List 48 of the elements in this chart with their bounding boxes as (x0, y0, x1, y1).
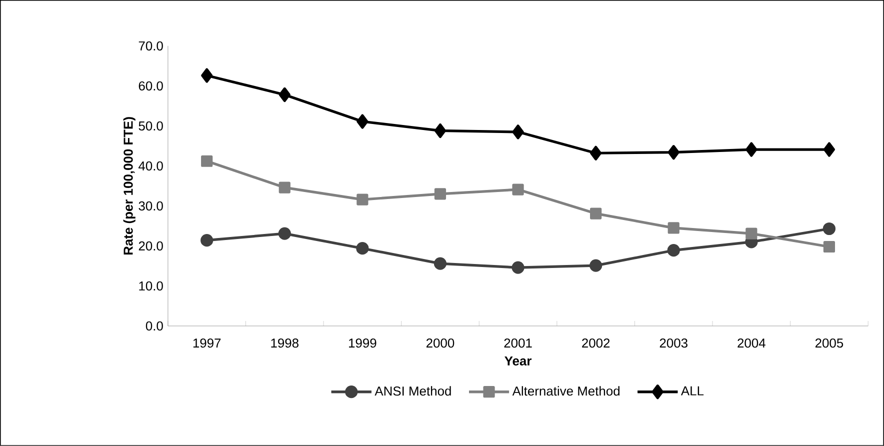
point (434, 123, 446, 138)
point (278, 227, 291, 240)
point (590, 208, 602, 220)
point (434, 257, 447, 270)
point (668, 145, 680, 160)
x-tick-label: 1999 (349, 338, 376, 348)
point (434, 188, 446, 200)
y-tick-label: 50.0 (138, 121, 163, 131)
y-tick-label: 0.0 (146, 321, 163, 331)
x-axis-title: Year (504, 356, 532, 366)
y-tick-label: 20.0 (138, 241, 163, 251)
x-tick-label: 1998 (271, 338, 298, 348)
point (746, 142, 758, 157)
x-tick-label: 2002 (582, 338, 610, 348)
point (356, 114, 368, 129)
y-tick-label: 70.0 (138, 41, 163, 51)
point (590, 259, 602, 272)
x-tick-label: 2001 (504, 338, 532, 348)
y-tick-label: 10.0 (139, 281, 163, 291)
point (746, 228, 758, 240)
point (278, 87, 290, 102)
y-tick-label: 40.0 (138, 161, 163, 171)
legend-label: Alternative Method (512, 386, 620, 396)
point (278, 182, 290, 194)
x-tick-label: 1997 (193, 338, 221, 348)
y-tick-label: 30.0 (138, 201, 163, 211)
point (356, 194, 368, 206)
y-axis-title: Rate (per 100,000 FTE) (123, 117, 136, 255)
point (201, 155, 213, 167)
x-tick-label: 2003 (660, 338, 688, 348)
point (822, 222, 836, 236)
point (512, 124, 524, 140)
point (668, 222, 680, 234)
x-tick-label: 2000 (426, 338, 454, 348)
legend-label: ANSI Method (374, 386, 451, 396)
point (512, 184, 524, 196)
point (200, 234, 214, 247)
point (590, 146, 602, 160)
legend-label: ALL (680, 386, 704, 396)
point (512, 261, 524, 274)
point (823, 240, 836, 253)
x-tick-label: 2004 (738, 338, 766, 348)
point (667, 244, 680, 257)
point (823, 142, 836, 157)
x-tick-label: 2005 (815, 338, 844, 348)
point (356, 242, 369, 255)
point (201, 68, 213, 83)
y-tick-label: 60.0 (138, 81, 163, 91)
